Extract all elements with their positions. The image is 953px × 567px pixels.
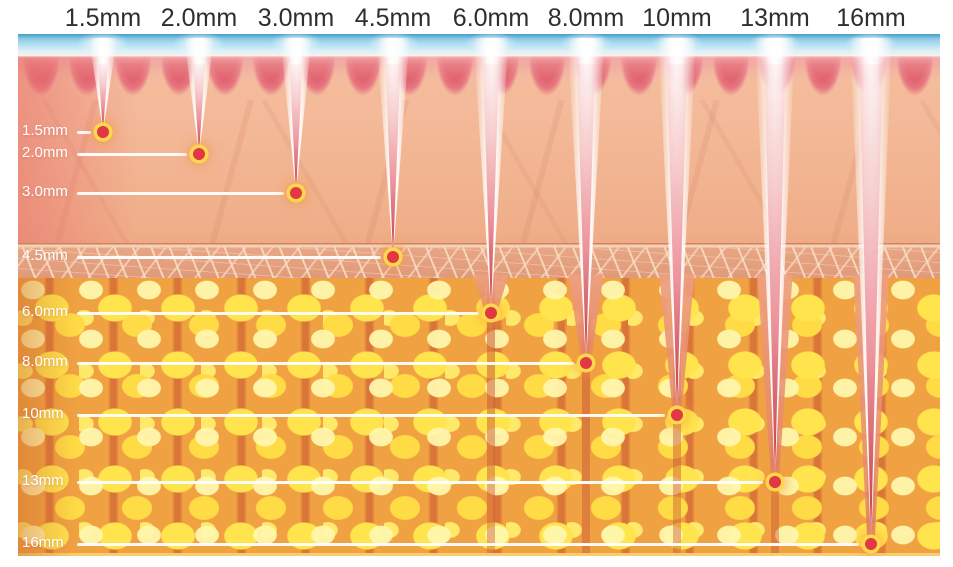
depth-dot [769, 476, 781, 488]
depth-dot [865, 538, 877, 550]
needle-entry-glow [77, 34, 129, 54]
side-depth-label: 13mm [22, 472, 64, 489]
side-depth-label: 1.5mm [22, 122, 68, 139]
needle-entry-glow [367, 34, 419, 54]
needle-entry-glow [651, 34, 703, 54]
side-depth-label: 6.0mm [22, 303, 68, 320]
needle-entry-glow [465, 34, 517, 54]
fat-left-shading [18, 278, 78, 556]
needle-entry-glow [560, 34, 612, 54]
depth-leader-line [77, 256, 381, 259]
depth-dot [290, 187, 302, 199]
needle-entry-glow [270, 34, 322, 54]
depth-dot [193, 148, 205, 160]
depth-dot [580, 357, 592, 369]
side-depth-label: 2.0mm [22, 144, 68, 161]
top-depth-label: 3.0mm [257, 4, 335, 32]
top-depth-label: 4.5mm [354, 4, 432, 32]
depth-leader-line [77, 131, 91, 134]
depth-dot [671, 409, 683, 421]
depth-leader-line [77, 153, 187, 156]
depth-leader-line [77, 543, 859, 546]
skin-cross-section: 1.5mm 2.0mm 3.0mm 4.5mm 6.0mm 8.0mm 10mm 13mm 16… [18, 34, 940, 556]
side-depth-label: 4.5mm [22, 247, 68, 264]
needle-entry-glow [749, 34, 801, 54]
depth-leader-line [77, 362, 574, 365]
needle-core [98, 64, 108, 132]
depth-dot [387, 251, 399, 263]
depth-leader-line [77, 481, 763, 484]
top-depth-label: 13mm [740, 4, 810, 32]
depth-dot [485, 307, 497, 319]
needle-entry-glow [173, 34, 225, 54]
needle-entry-glow [845, 34, 897, 54]
membrane-layer [18, 243, 940, 278]
top-depth-label: 6.0mm [452, 4, 530, 32]
depth-labels-overlay: 1.5mm 2.0mm 3.0mm 4.5mm 6.0mm 8.0mm 10mm 13mm 16… [18, 34, 940, 556]
needles-overlay [18, 34, 940, 556]
top-depth-label: 2.0mm [160, 4, 238, 32]
depth-leader-line [77, 312, 479, 315]
top-depth-label: 1.5mm [64, 4, 142, 32]
depth-dot [97, 126, 109, 138]
depth-leader-line [77, 192, 284, 195]
top-depth-label: 10mm [642, 4, 712, 32]
depth-leader-line [77, 414, 665, 417]
top-depth-label: 8.0mm [547, 4, 625, 32]
side-depth-label: 10mm [22, 405, 64, 422]
side-depth-label: 3.0mm [22, 183, 68, 200]
top-depth-label: 16mm [836, 4, 906, 32]
side-depth-label: 8.0mm [22, 353, 68, 370]
side-depth-label: 16mm [22, 534, 64, 551]
